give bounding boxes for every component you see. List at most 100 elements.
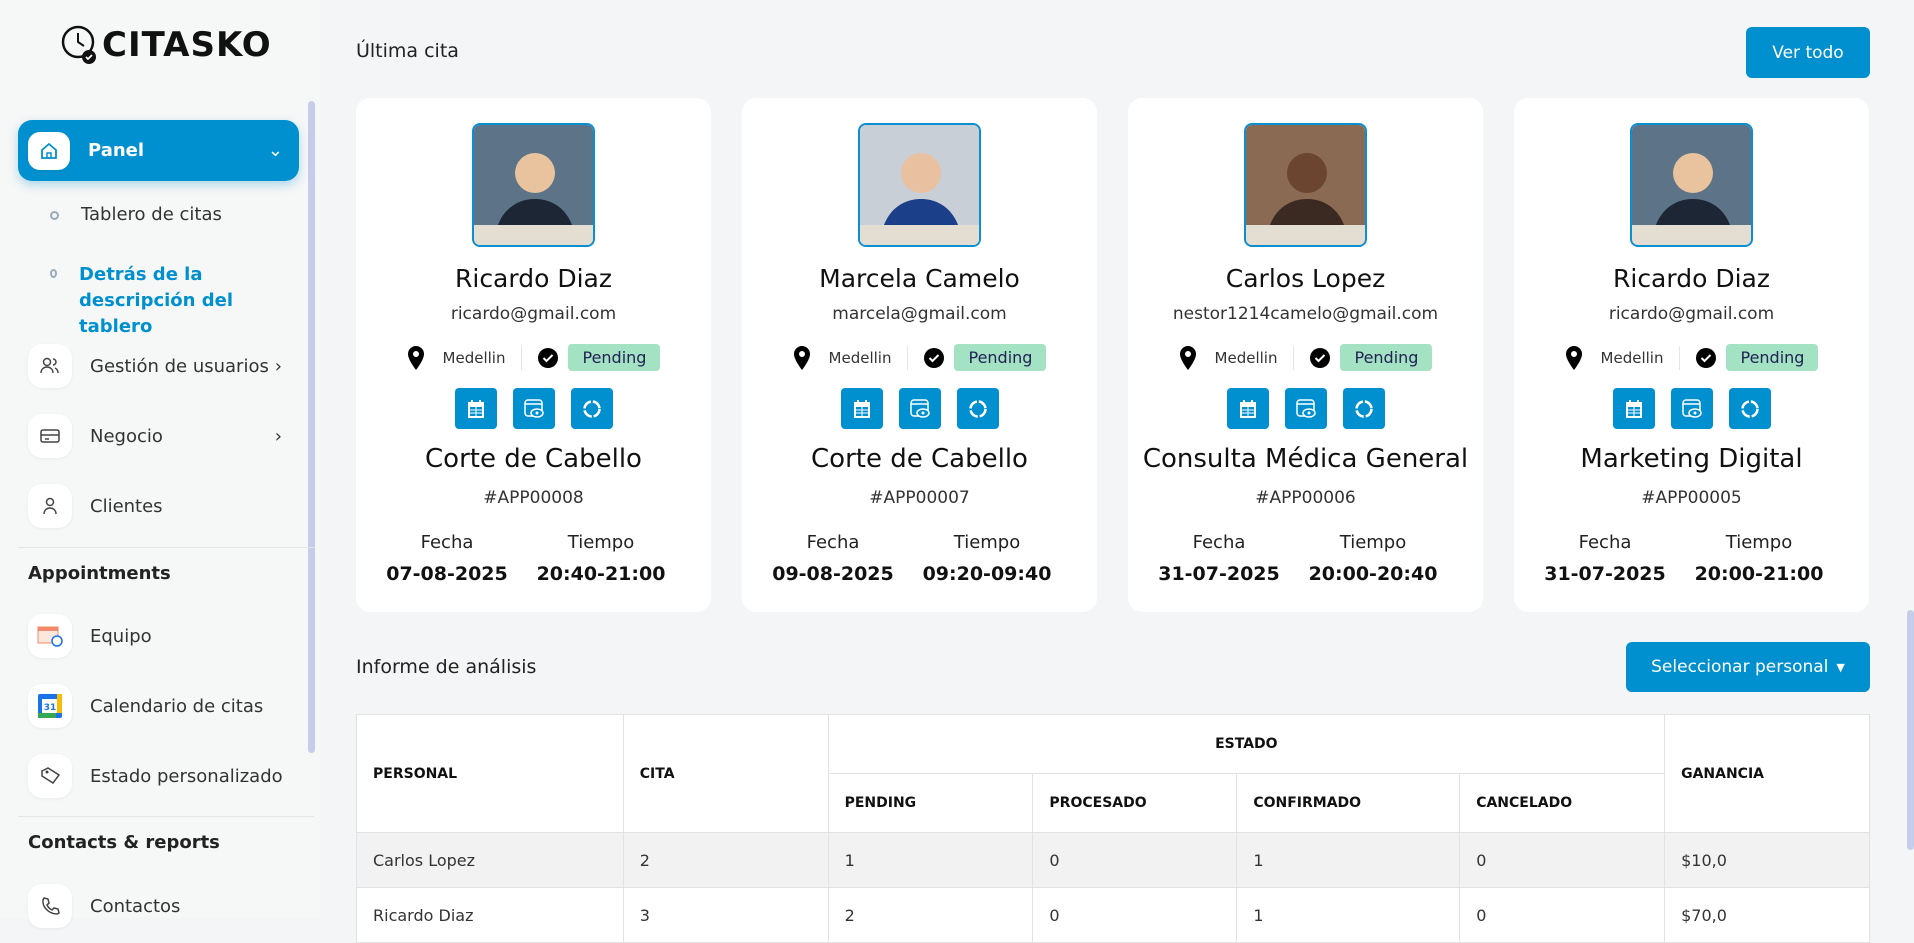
refresh-button[interactable]	[1342, 388, 1385, 429]
subitem-label: Detrás de la descripción del tablero	[79, 264, 234, 337]
sidebar-item-panel[interactable]: Panel ⌄	[18, 120, 299, 181]
sidebar-subitem-tablero[interactable]: Tablero de citas	[50, 204, 222, 225]
caret-down-icon: ▼	[1836, 660, 1845, 674]
location: Medellin	[828, 348, 892, 367]
sidebar-subitem-descripcion[interactable]: Detrás de la descripción del tablero	[50, 262, 300, 340]
header-confirmado: CONFIRMADO	[1236, 773, 1461, 833]
fecha-value: 07-08-2025	[386, 563, 508, 585]
divider	[1679, 345, 1681, 370]
calendar-icon	[1239, 399, 1256, 418]
refresh-button[interactable]	[1728, 388, 1771, 429]
report-title: Informe de análisis	[356, 656, 537, 678]
check-circle-icon	[1696, 347, 1717, 368]
loading-circle-icon	[1740, 399, 1759, 418]
service-name: Corte de Cabello	[811, 444, 1028, 474]
staff-photo	[858, 123, 981, 247]
view-button[interactable]	[1284, 388, 1327, 429]
sidebar-item-contactos[interactable]: Contactos	[28, 882, 298, 930]
appointment-id: #APP00005	[1641, 488, 1742, 508]
page-scrollbar[interactable]	[1907, 610, 1914, 850]
sidebar-item-negocio[interactable]: Negocio ›	[28, 412, 298, 460]
appointment-card: Ricardo Diaz ricardo@gmail.com Medellin P…	[1514, 98, 1869, 612]
section-title: Appointments	[28, 563, 171, 584]
sidebar-item-estado[interactable]: Estado personalizado	[28, 752, 298, 800]
sidebar-scrollbar[interactable]	[308, 101, 315, 753]
check-circle-icon	[924, 347, 945, 368]
header-cancelado: CANCELADO	[1459, 773, 1666, 833]
users-icon	[28, 344, 72, 388]
status-badge: Pending	[568, 344, 661, 371]
staff-name: Ricardo Diaz	[455, 264, 612, 293]
sidebar-item-calendario[interactable]: 31 Calendario de citas	[28, 682, 298, 730]
select-staff-dropdown[interactable]: Seleccionar personal ▼	[1626, 642, 1870, 692]
location: Medellin	[1600, 348, 1664, 367]
service-name: Marketing Digital	[1580, 444, 1803, 474]
window-eye-icon	[1295, 398, 1316, 418]
view-all-button[interactable]: Ver todo	[1746, 27, 1870, 78]
phone-icon	[28, 884, 72, 928]
service-name: Consulta Médica General	[1142, 444, 1469, 474]
appointment-card: Marcela Camelo marcela@gmail.com Medelli…	[742, 98, 1097, 612]
tiempo-value: 09:20-09:40	[922, 563, 1052, 585]
tiempo-label: Tiempo	[1339, 532, 1407, 553]
fecha-label: Fecha	[806, 532, 860, 553]
sidebar-item-clientes[interactable]: Clientes	[28, 482, 298, 530]
view-button[interactable]	[898, 388, 941, 429]
view-button[interactable]	[512, 388, 555, 429]
table-cell: 0	[1459, 832, 1666, 888]
staff-name: Carlos Lopez	[1225, 264, 1386, 293]
calendar-button[interactable]	[840, 388, 883, 429]
fecha-label: Fecha	[420, 532, 474, 553]
header-estado: ESTADO	[827, 714, 1666, 774]
chevron-right-icon: ›	[274, 355, 282, 377]
bullet-icon	[50, 269, 58, 278]
refresh-button[interactable]	[570, 388, 613, 429]
chevron-down-icon: ⌄	[267, 140, 283, 161]
nav-label: Negocio	[90, 425, 163, 447]
tiempo-label: Tiempo	[1725, 532, 1793, 553]
fecha-label: Fecha	[1578, 532, 1632, 553]
calendar-button[interactable]	[1612, 388, 1655, 429]
staff-email: ricardo@gmail.com	[450, 304, 617, 324]
nav-label: Calendario de citas	[90, 695, 264, 717]
calendar-button[interactable]	[454, 388, 497, 429]
staff-photo	[472, 123, 595, 247]
table-cell: 3	[622, 887, 829, 943]
table-row: Carlos Lopez 2 1 0 1 0 $10,0	[356, 832, 1870, 888]
sidebar: CITASKO Panel ⌄ Tablero de citas Detrás …	[0, 0, 320, 928]
loading-circle-icon	[582, 399, 601, 418]
appointment-id: #APP00006	[1255, 488, 1356, 508]
brand-name: CITASKO	[102, 25, 272, 65]
staff-name: Ricardo Diaz	[1613, 264, 1770, 293]
check-circle-icon	[1310, 347, 1331, 368]
tiempo-value: 20:00-21:00	[1694, 563, 1824, 585]
table-cell: Ricardo Diaz	[356, 887, 624, 943]
tiempo-label: Tiempo	[953, 532, 1021, 553]
nav-label: Contactos	[90, 895, 181, 917]
calendar-button[interactable]	[1226, 388, 1269, 429]
logo[interactable]: CITASKO	[60, 24, 272, 66]
appointment-card: Ricardo Diaz ricardo@gmail.com Medellin P…	[356, 98, 711, 612]
clock-logo-icon	[61, 25, 96, 64]
table-cell: 0	[1032, 832, 1238, 888]
last-appointment-title: Última cita	[356, 40, 459, 62]
location: Medellin	[1214, 348, 1278, 367]
location-pin-icon	[1179, 345, 1196, 370]
window-eye-icon	[523, 398, 544, 418]
staff-email: ricardo@gmail.com	[1608, 304, 1775, 324]
calendar-icon	[853, 399, 870, 418]
table-cell: 1	[827, 832, 1034, 888]
calendar-icon	[467, 399, 484, 418]
sidebar-item-usuarios[interactable]: Gestión de usuarios ›	[28, 342, 298, 390]
table-cell: 2	[622, 832, 829, 888]
svg-text:31: 31	[44, 703, 57, 713]
appointment-id: #APP00007	[869, 488, 970, 508]
bullet-icon	[50, 211, 59, 220]
table-cell: 1	[1236, 887, 1461, 943]
fecha-value: 31-07-2025	[1544, 563, 1666, 585]
header-pending: PENDING	[827, 773, 1034, 833]
select-staff-label: Seleccionar personal	[1651, 657, 1829, 677]
view-button[interactable]	[1670, 388, 1713, 429]
refresh-button[interactable]	[956, 388, 999, 429]
sidebar-item-equipo[interactable]: Equipo	[28, 612, 298, 660]
